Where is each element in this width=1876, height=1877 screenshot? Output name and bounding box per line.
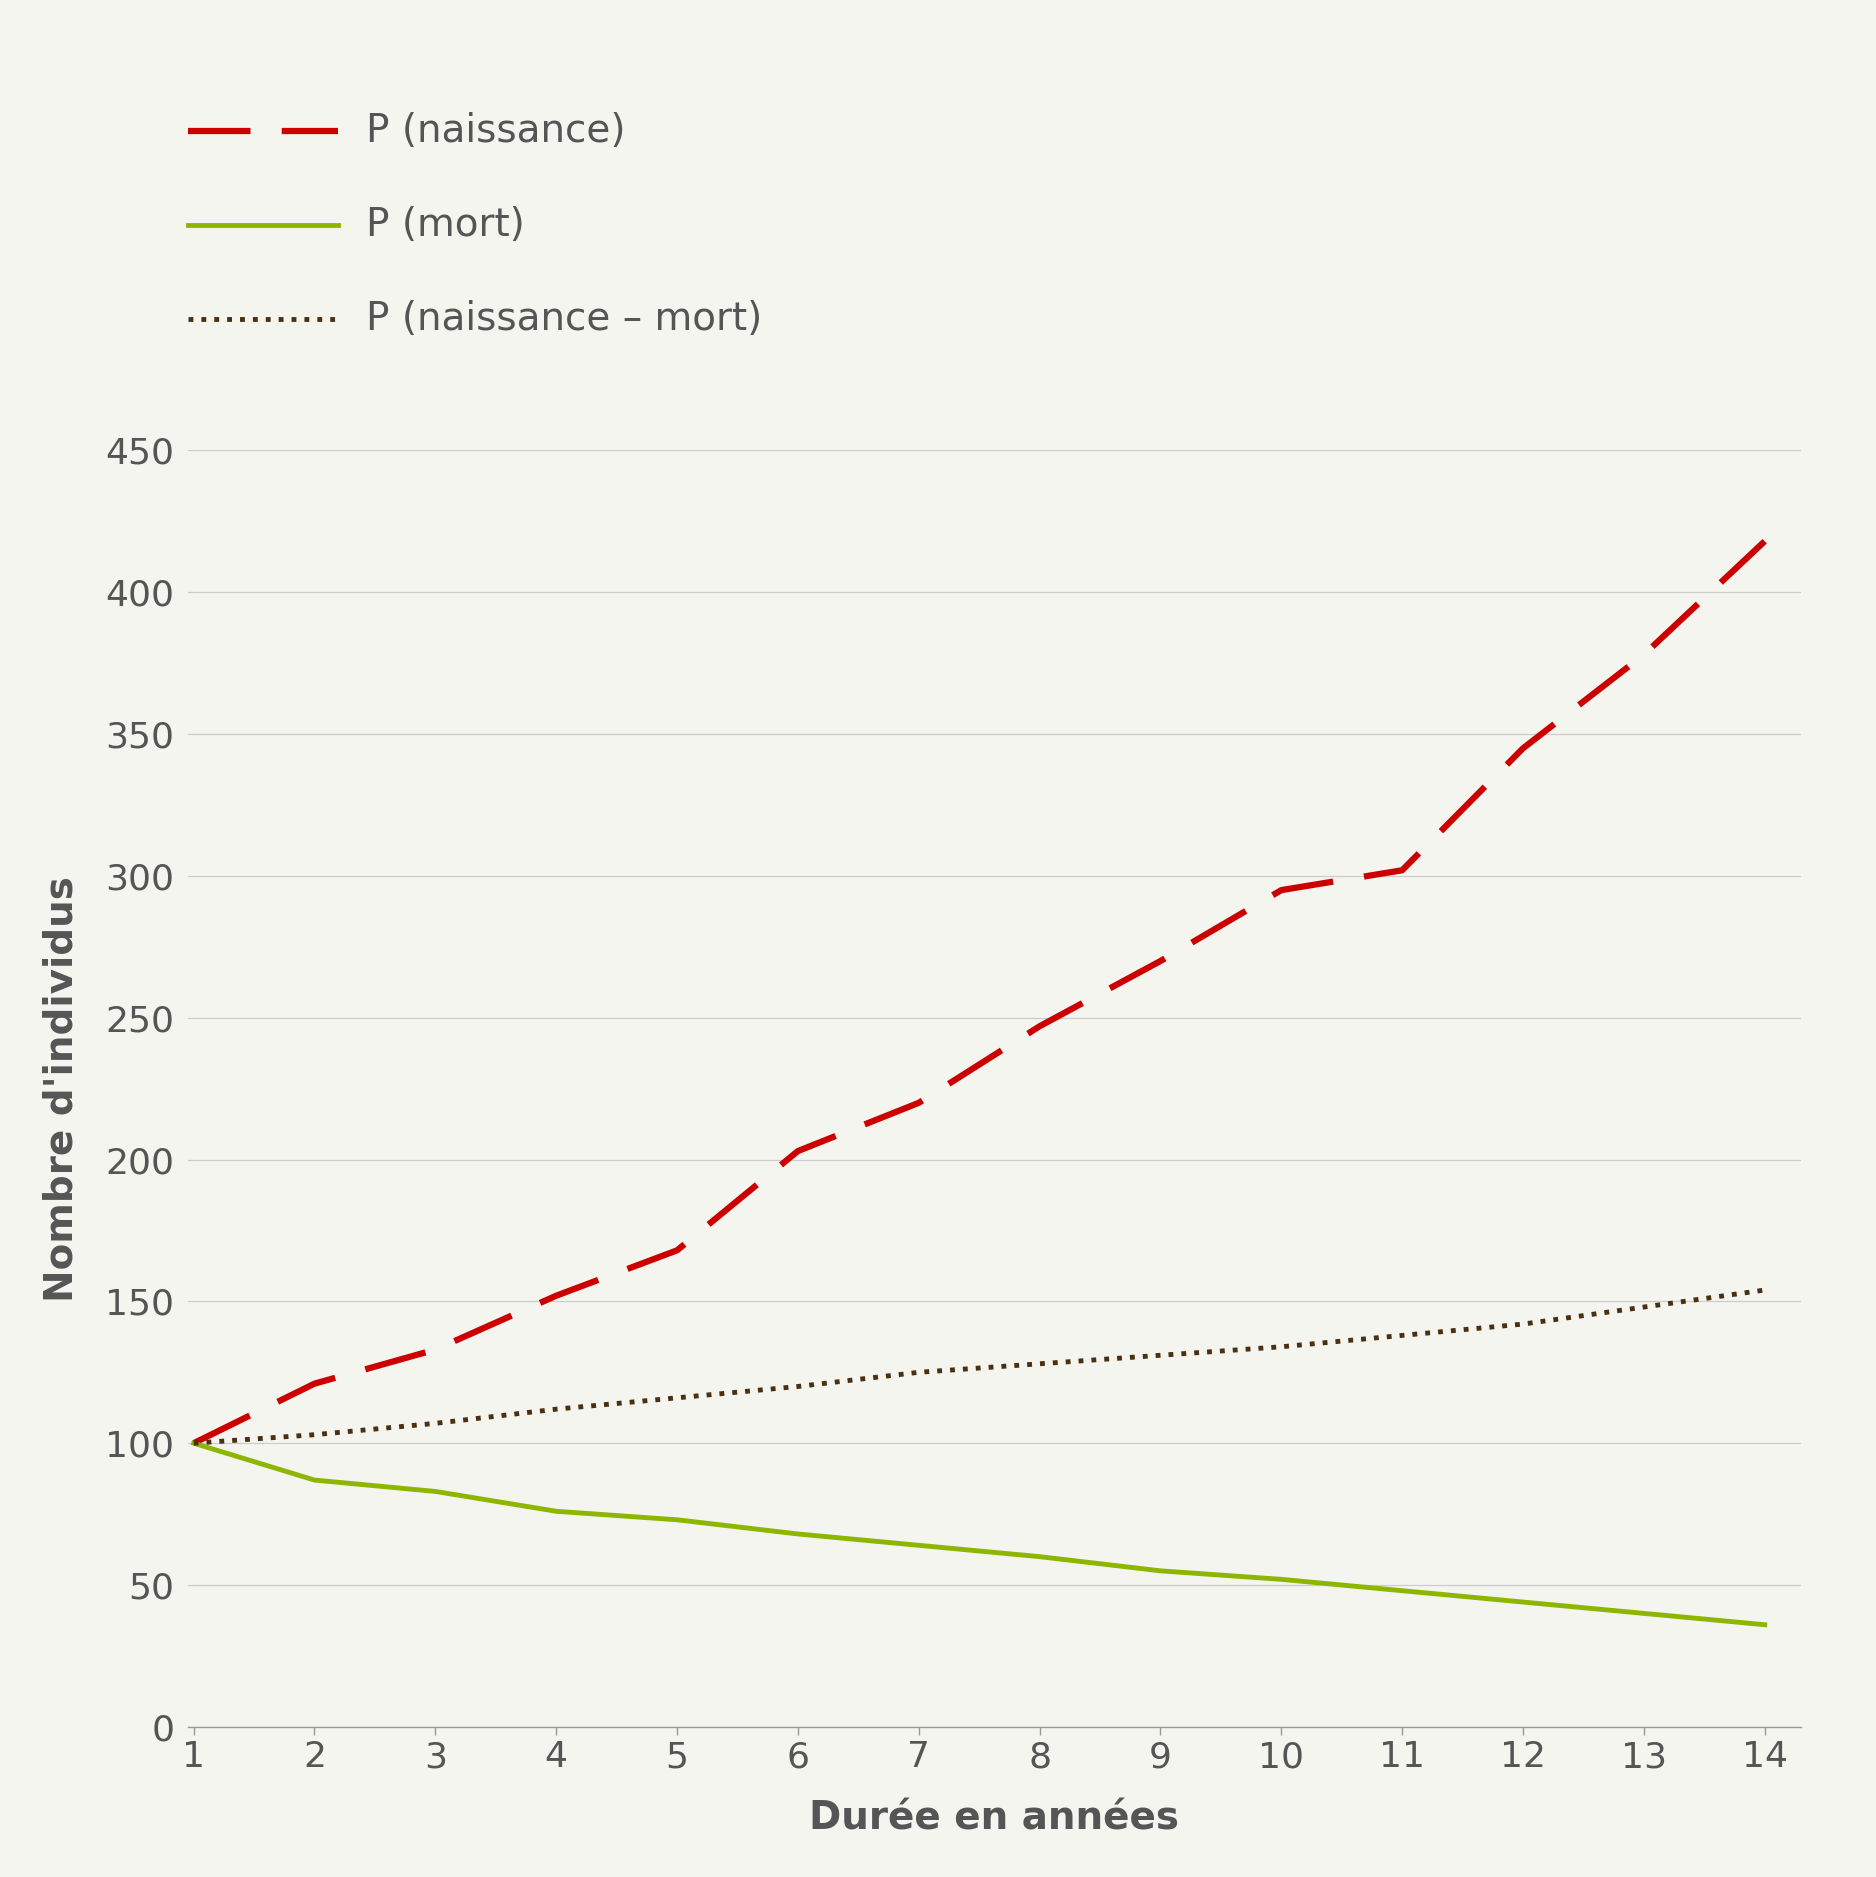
P (naissance)	[1270, 878, 1293, 901]
P (naissance – mort)	[544, 1398, 567, 1421]
P (mort)	[1390, 1579, 1413, 1601]
P (naissance – mort)	[908, 1361, 930, 1383]
P (mort)	[1028, 1545, 1051, 1567]
P (mort)	[1270, 1567, 1293, 1590]
P (naissance)	[1754, 529, 1777, 552]
P (mort)	[424, 1481, 446, 1503]
P (naissance)	[304, 1372, 326, 1395]
P (naissance)	[544, 1284, 567, 1306]
P (naissance)	[786, 1139, 809, 1162]
P (mort)	[908, 1534, 930, 1556]
P (naissance)	[908, 1092, 930, 1115]
P (naissance)	[1512, 738, 1535, 760]
X-axis label: Durée en années: Durée en années	[809, 1798, 1180, 1838]
P (naissance – mort)	[304, 1423, 326, 1445]
P (naissance – mort)	[1632, 1295, 1655, 1318]
P (mort)	[1150, 1560, 1172, 1582]
Y-axis label: Nombre d'individus: Nombre d'individus	[43, 877, 81, 1301]
Text: P (naissance – mort): P (naissance – mort)	[366, 300, 762, 338]
P (naissance)	[1632, 644, 1655, 666]
P (naissance)	[1150, 950, 1172, 972]
P (naissance – mort)	[786, 1376, 809, 1398]
P (mort)	[544, 1500, 567, 1522]
P (mort)	[304, 1470, 326, 1492]
P (naissance – mort)	[1390, 1323, 1413, 1346]
P (mort)	[786, 1522, 809, 1545]
Text: P (naissance): P (naissance)	[366, 113, 625, 150]
P (naissance)	[1390, 860, 1413, 882]
P (naissance)	[424, 1338, 446, 1361]
P (mort)	[182, 1432, 204, 1455]
P (naissance – mort)	[666, 1387, 688, 1410]
P (naissance – mort)	[1150, 1344, 1172, 1366]
P (naissance)	[666, 1239, 688, 1261]
P (naissance – mort)	[182, 1432, 204, 1455]
Text: P (mort): P (mort)	[366, 206, 525, 244]
P (mort)	[666, 1509, 688, 1532]
P (naissance – mort)	[424, 1412, 446, 1434]
P (naissance – mort)	[1754, 1278, 1777, 1301]
P (naissance – mort)	[1512, 1312, 1535, 1335]
Line: P (naissance – mort): P (naissance – mort)	[193, 1289, 1765, 1443]
P (naissance)	[182, 1432, 204, 1455]
Line: P (mort): P (mort)	[193, 1443, 1765, 1625]
P (mort)	[1512, 1592, 1535, 1614]
P (mort)	[1754, 1614, 1777, 1637]
P (naissance)	[1028, 1015, 1051, 1038]
P (naissance – mort)	[1028, 1353, 1051, 1376]
Line: P (naissance): P (naissance)	[193, 541, 1765, 1443]
P (mort)	[1632, 1603, 1655, 1625]
P (naissance – mort)	[1270, 1336, 1293, 1359]
